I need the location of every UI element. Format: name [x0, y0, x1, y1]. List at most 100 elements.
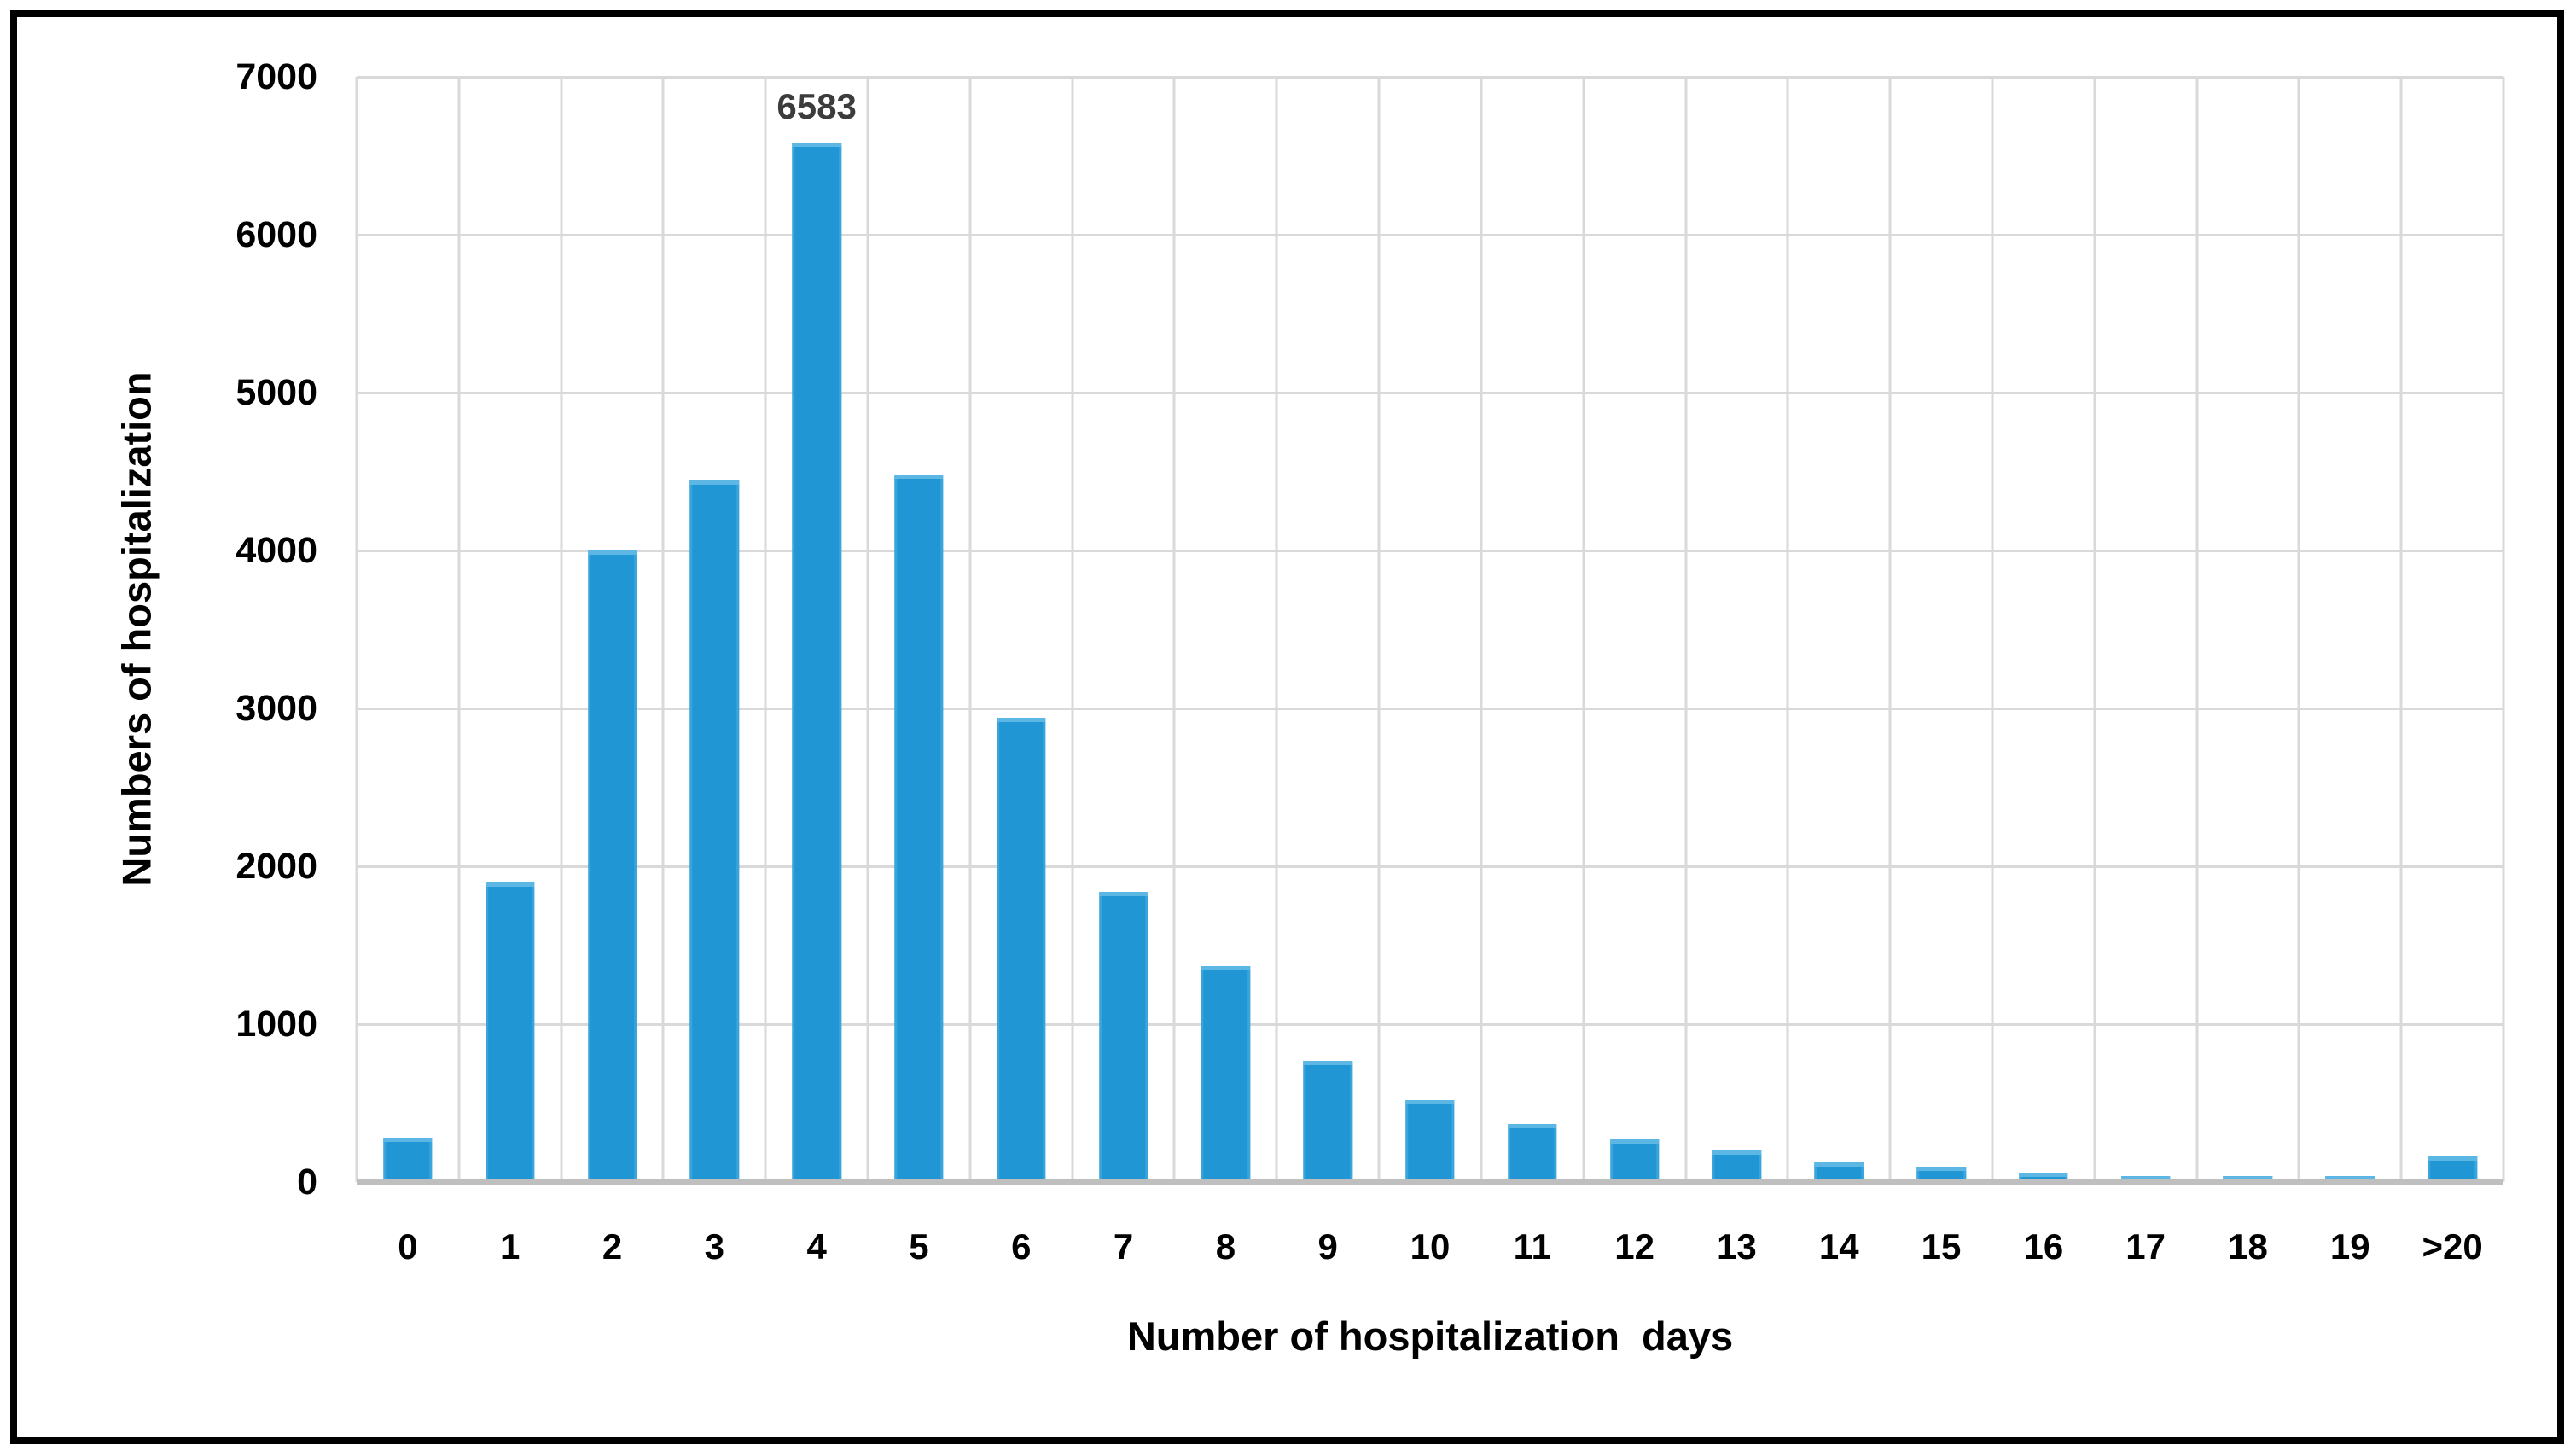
y-axis-title: Numbers of hospitalization	[113, 371, 160, 887]
bar-5	[894, 475, 944, 1182]
x-tick-label: 17	[2125, 1226, 2166, 1267]
v-gridline	[1786, 77, 1789, 1182]
category-slot-19: 19	[2299, 77, 2401, 1267]
bar-0	[383, 1138, 433, 1182]
x-tick-label: 16	[2023, 1226, 2064, 1267]
v-gridline	[1377, 77, 1381, 1182]
y-tick-label: 2000	[236, 846, 317, 887]
category-slot-6: 6	[970, 77, 1073, 1267]
v-gridline	[1480, 77, 1483, 1182]
h-gridline	[357, 233, 2503, 236]
x-tick-label: 10	[1410, 1226, 1451, 1267]
bar->20	[2428, 1156, 2477, 1182]
y-tick-label: 3000	[236, 688, 317, 729]
x-tick-label: >20	[2422, 1226, 2483, 1267]
v-gridline	[1888, 77, 1892, 1182]
x-tick-label: 13	[1717, 1226, 1757, 1267]
bar-12	[1609, 1139, 1660, 1182]
y-tick-label: 5000	[236, 372, 317, 413]
category-slot-12: 12	[1584, 77, 1686, 1267]
v-gridline	[661, 77, 665, 1182]
v-gridline	[355, 77, 358, 1182]
y-tick-label: 6000	[236, 214, 317, 255]
category-slot-13: 13	[1686, 77, 1788, 1267]
v-gridline	[1071, 77, 1074, 1182]
v-gridline	[457, 77, 461, 1182]
category-slot->20: >20	[2401, 77, 2503, 1267]
v-gridline	[1275, 77, 1278, 1182]
v-gridline	[2297, 77, 2300, 1182]
x-tick-label: 7	[1113, 1226, 1134, 1267]
x-tick-label: 9	[1317, 1226, 1338, 1267]
bar-15	[1916, 1167, 1966, 1182]
v-gridline	[1991, 77, 1994, 1182]
bar-10	[1405, 1099, 1455, 1182]
category-slot-9: 9	[1276, 77, 1379, 1267]
v-gridline	[764, 77, 767, 1182]
v-gridline	[2195, 77, 2199, 1182]
category-slot-8: 8	[1174, 77, 1276, 1267]
y-tick-label: 7000	[236, 56, 317, 97]
category-slot-10: 10	[1379, 77, 1481, 1267]
v-gridline	[2502, 77, 2505, 1182]
v-gridline	[560, 77, 563, 1182]
bar-3	[689, 480, 740, 1182]
bar-18	[2223, 1175, 2273, 1182]
bar-9	[1303, 1061, 1352, 1182]
x-axis-title: Number of hospitalization days	[1126, 1313, 1734, 1359]
x-tick-label: 11	[1513, 1226, 1551, 1267]
v-gridline	[2093, 77, 2096, 1182]
x-axis-line	[357, 1179, 2503, 1185]
v-gridline	[1172, 77, 1176, 1182]
x-tick-label: 8	[1215, 1226, 1236, 1267]
category-slot-3: 3	[663, 77, 765, 1267]
x-tick-label: 12	[1614, 1226, 1654, 1267]
h-gridline	[357, 75, 2503, 79]
category-slot-4: 4 6583	[765, 77, 868, 1267]
x-tick-label: 1	[500, 1226, 520, 1267]
h-gridline	[357, 707, 2503, 710]
category-slot-0: 0	[357, 77, 459, 1267]
bar-13	[1712, 1150, 1762, 1182]
category-slot-2: 2	[561, 77, 664, 1267]
x-tick-label: 18	[2228, 1226, 2268, 1267]
h-gridline	[357, 391, 2503, 394]
x-tick-label: 0	[398, 1226, 418, 1267]
h-gridline	[357, 1022, 2503, 1026]
category-slot-11: 11	[1481, 77, 1584, 1267]
x-tick-label: 5	[909, 1226, 929, 1267]
bar-11	[1508, 1123, 1557, 1182]
h-gridline	[357, 865, 2503, 868]
bar-1	[485, 882, 535, 1182]
plot-area: 0 1 2 3 4 6583 5 6 7 8 9 10 11 12 13 14 15 16 17 18 19 >20	[355, 75, 2505, 1267]
bar-2	[587, 550, 637, 1182]
category-slot-1: 1	[459, 77, 561, 1267]
category-slot-7: 7	[1073, 77, 1175, 1267]
bar-6	[996, 718, 1046, 1182]
y-tick-label: 4000	[236, 530, 317, 571]
bar-4	[792, 143, 841, 1182]
x-tick-label: 15	[1921, 1226, 1962, 1267]
y-tick-label: 0	[297, 1162, 317, 1203]
category-slot-16: 16	[1992, 77, 2095, 1267]
x-tick-label: 3	[704, 1226, 724, 1267]
category-slot-14: 14	[1788, 77, 1890, 1267]
bar-data-label: 6583	[776, 86, 857, 127]
bar-16	[2019, 1172, 2068, 1182]
category-slot-17: 17	[2095, 77, 2197, 1267]
category-slot-5: 5	[868, 77, 970, 1267]
v-gridline	[1684, 77, 1688, 1182]
h-gridline	[357, 549, 2503, 552]
x-tick-label: 4	[806, 1226, 827, 1267]
y-tick-label: 1000	[236, 1004, 317, 1045]
x-tick-label: 19	[2329, 1226, 2370, 1267]
v-gridline	[968, 77, 972, 1182]
bar-17	[2120, 1175, 2171, 1182]
x-tick-label: 6	[1011, 1226, 1032, 1267]
bar-19	[2325, 1175, 2375, 1182]
v-gridline	[2399, 77, 2403, 1182]
category-slot-15: 15	[1890, 77, 1992, 1267]
bar-14	[1814, 1162, 1864, 1182]
bar-8	[1201, 966, 1251, 1182]
